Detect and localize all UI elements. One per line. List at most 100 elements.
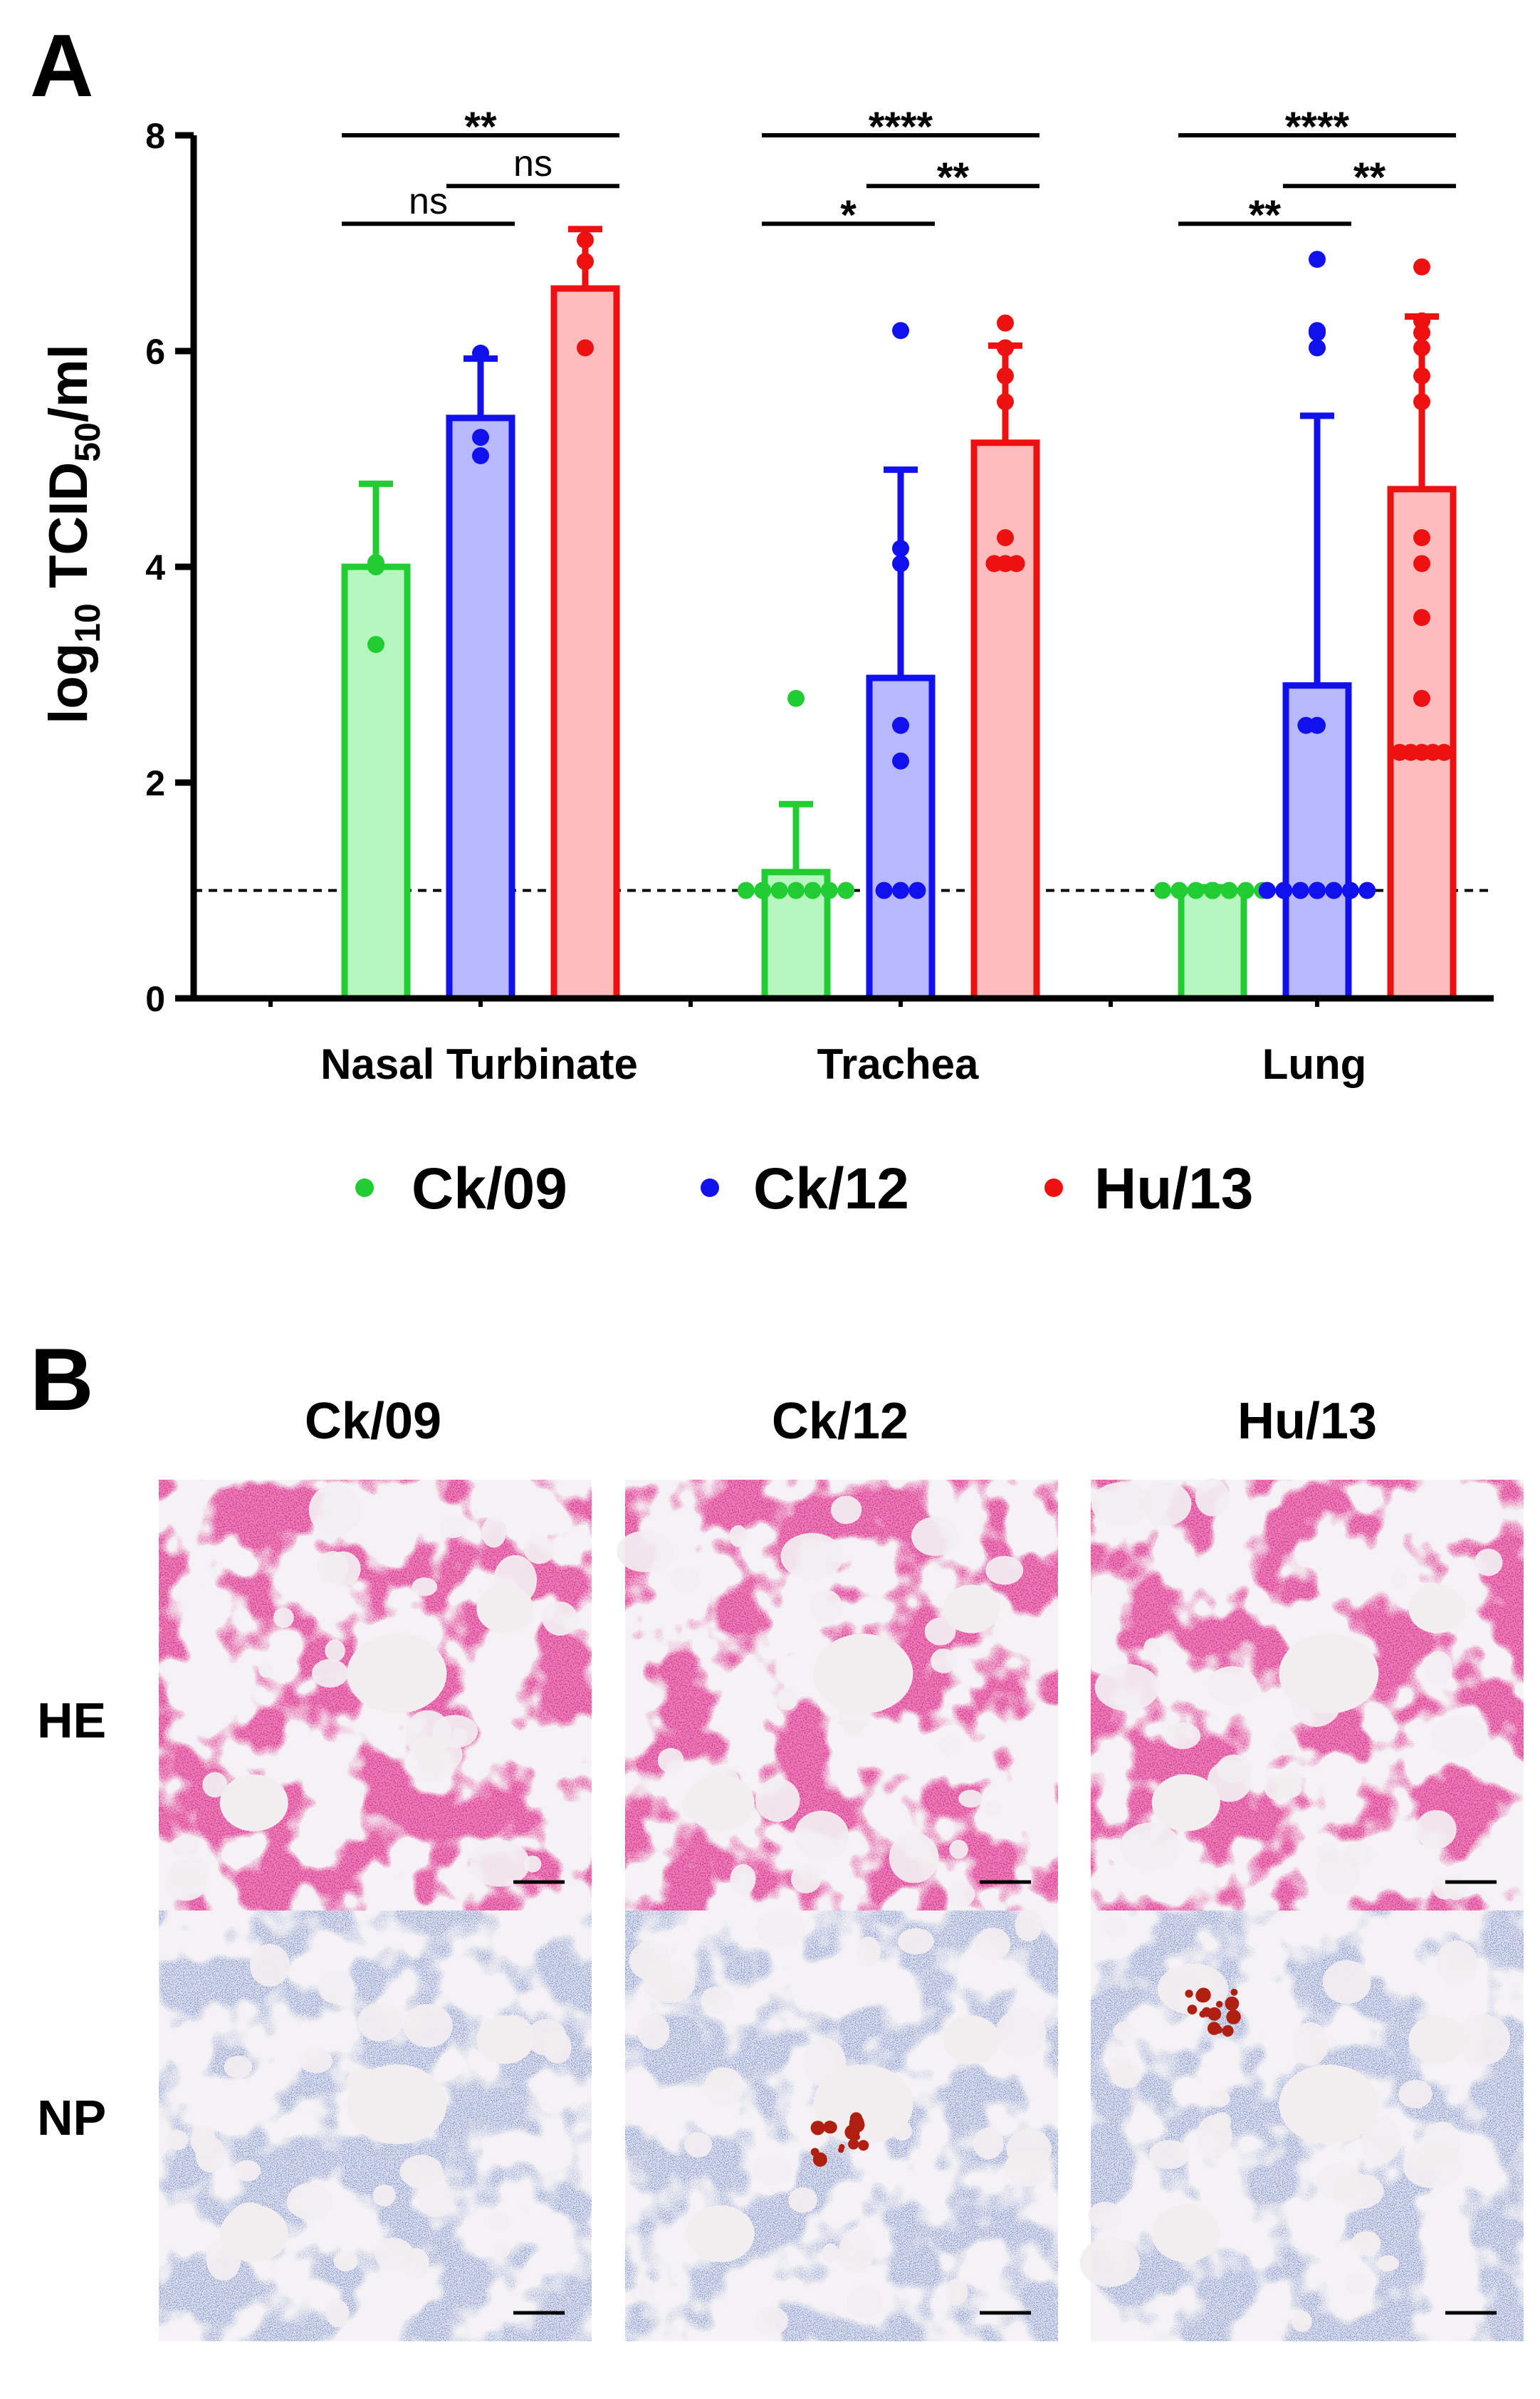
data-point	[1170, 882, 1188, 899]
y-axis-label-mid-sub: 50	[68, 422, 108, 462]
alveolar-space	[234, 2160, 261, 2182]
alveolar-space	[308, 1484, 361, 1536]
data-point	[472, 446, 489, 464]
alveolar-space	[399, 2155, 444, 2189]
alveolar-space	[704, 2067, 744, 2106]
data-point	[892, 540, 909, 558]
legend-label-ck09: Ck/09	[412, 1156, 567, 1221]
alveolar-space	[701, 1986, 732, 2014]
column-header-ck12: Ck/12	[772, 1393, 908, 1450]
significance-label: **	[1249, 192, 1282, 239]
data-point	[1413, 339, 1430, 357]
airway-space	[1151, 1774, 1220, 1831]
alveolar-space	[299, 2048, 333, 2074]
alveolar-space	[931, 1648, 957, 1673]
airway-space	[686, 1774, 755, 1831]
airway-space	[813, 1634, 913, 1714]
alveolar-space	[1436, 1940, 1478, 1985]
alveolar-space	[1088, 2201, 1122, 2230]
alveolar-space	[1424, 1651, 1453, 1685]
alveolar-space	[830, 1495, 862, 1525]
alveolar-space	[1006, 2128, 1052, 2170]
alveolar-space	[1120, 1822, 1180, 1870]
significance-label: ****	[1285, 104, 1350, 150]
airway-space	[219, 2205, 288, 2262]
alveolar-space	[224, 2055, 253, 2079]
alveolar-space	[629, 1941, 671, 1980]
alveolar-space	[1274, 1733, 1298, 1756]
x-category-label: Lung	[1262, 1040, 1367, 1088]
np-stain-focus	[854, 2133, 861, 2141]
data-point	[892, 752, 909, 770]
significance-label: ns	[513, 143, 552, 184]
np-stain-focus	[810, 2148, 819, 2156]
alveolar-space	[414, 1736, 463, 1773]
data-point	[1275, 882, 1293, 899]
panel-b-letter: B	[30, 1331, 94, 1429]
alveolar-space	[1292, 2311, 1312, 2333]
alveolar-space	[1376, 2255, 1399, 2272]
data-point	[997, 393, 1014, 411]
np-stain-focus	[1208, 2007, 1222, 2021]
alveolar-space	[1361, 2117, 1401, 2164]
data-point	[787, 882, 805, 899]
alveolar-space	[488, 2212, 509, 2230]
alveolar-space	[1165, 1723, 1201, 1750]
alveolar-space	[846, 2286, 881, 2318]
alveolar-space	[286, 2183, 332, 2220]
data-point	[1358, 882, 1376, 899]
alveolar-space	[729, 1525, 748, 1547]
airway-space	[476, 2015, 534, 2064]
alveolar-space	[1113, 2021, 1134, 2042]
alveolar-space	[273, 1607, 294, 1629]
data-point	[1413, 555, 1430, 573]
significance-label: **	[1353, 155, 1386, 201]
airway-space	[1408, 2015, 1466, 2064]
alveolar-space	[202, 1772, 228, 1798]
data-point	[1297, 716, 1315, 734]
data-point	[997, 367, 1014, 385]
alveolar-space	[1210, 2091, 1230, 2108]
y-axis-label-suffix: /ml	[38, 344, 99, 422]
alveolar-space	[1474, 1548, 1503, 1577]
alveolar-space	[1108, 2055, 1133, 2081]
data-point	[1390, 743, 1408, 761]
alveolar-space	[1316, 1851, 1360, 1895]
data-point	[1413, 529, 1430, 547]
data-point	[737, 882, 755, 899]
data-point	[1413, 609, 1430, 627]
micrograph-np-ck12	[625, 1909, 1058, 2341]
airway-space	[943, 1584, 1000, 1634]
alveolar-space	[1212, 2112, 1232, 2131]
alveolar-space	[325, 1639, 345, 1662]
micrograph-he-hu13	[1091, 1478, 1524, 1911]
np-stain-focus	[823, 2121, 837, 2134]
alveolar-space	[493, 2243, 510, 2258]
significance-label: ****	[869, 104, 933, 150]
alveolar-space	[637, 2014, 670, 2050]
np-stain-focus	[1207, 2022, 1221, 2035]
alveolar-space	[1091, 1482, 1152, 1526]
alveolar-space	[357, 2002, 402, 2042]
data-point	[1309, 251, 1326, 268]
alveolar-space	[780, 1532, 844, 1579]
np-stain-focus	[810, 2121, 825, 2136]
data-point	[1007, 555, 1025, 573]
y-axis-label-prefix-sub: 10	[68, 603, 108, 643]
data-point	[892, 322, 909, 340]
alveolar-space	[1157, 1963, 1229, 2014]
np-stain-focus	[812, 2152, 827, 2167]
airway-space	[1151, 2205, 1220, 2262]
y-axis-label: log10 TCID50/ml	[38, 344, 108, 723]
bar-Hu13-1	[970, 439, 1040, 1002]
np-stain-focus	[1199, 2010, 1207, 2018]
data-point	[875, 882, 893, 899]
data-point	[1237, 882, 1254, 899]
bar-Ck12-0	[446, 414, 515, 1002]
airway-space	[686, 2205, 755, 2262]
legend-marker-ck09	[355, 1178, 374, 1197]
np-stain-focus	[1187, 2007, 1193, 2013]
column-header-ck09: Ck/09	[305, 1393, 441, 1450]
alveolar-space	[975, 1927, 1011, 1960]
